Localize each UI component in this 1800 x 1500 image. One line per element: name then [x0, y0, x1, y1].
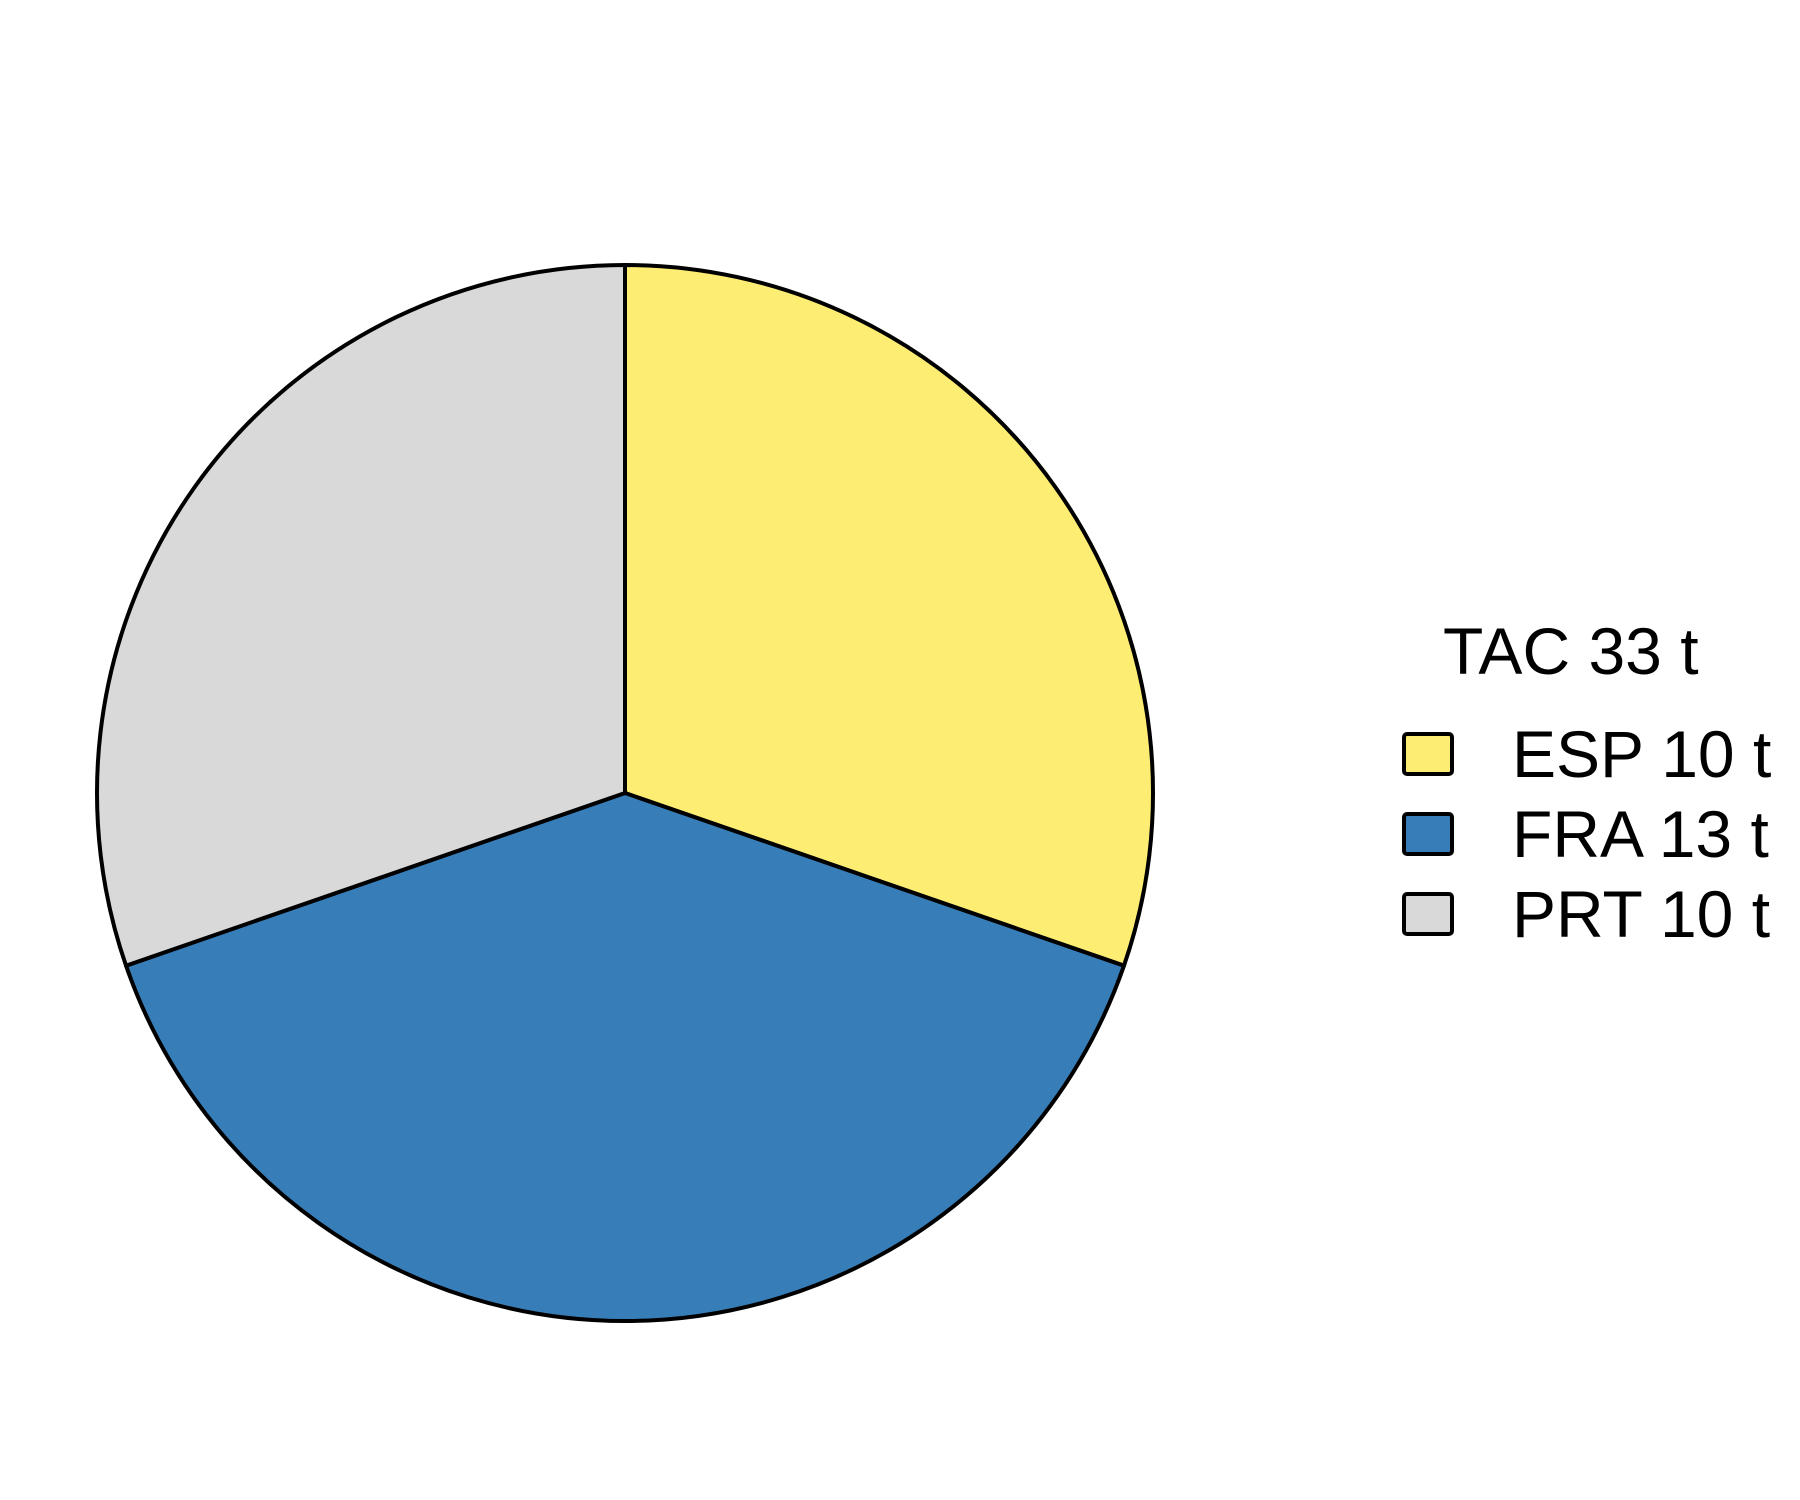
legend-item-prt: PRT 10 t [1402, 877, 1770, 951]
pie-slice-fra [124, 791, 1126, 1323]
pie-slices [95, 263, 1155, 1323]
pie-slice-esp [623, 263, 1155, 968]
legend-label-fra: FRA 13 t [1512, 797, 1769, 871]
legend-label-prt: PRT 10 t [1512, 877, 1770, 951]
legend-key-esp [1402, 732, 1454, 776]
legend-label-esp: ESP 10 t [1512, 717, 1771, 791]
legend-key-fra [1402, 812, 1454, 856]
legend-item-fra: FRA 13 t [1402, 797, 1769, 871]
legend-item-esp: ESP 10 t [1402, 717, 1771, 791]
legend-key-prt [1402, 892, 1454, 936]
pie-slice-prt [95, 263, 627, 968]
legend-title: TAC 33 t [1443, 614, 1699, 688]
